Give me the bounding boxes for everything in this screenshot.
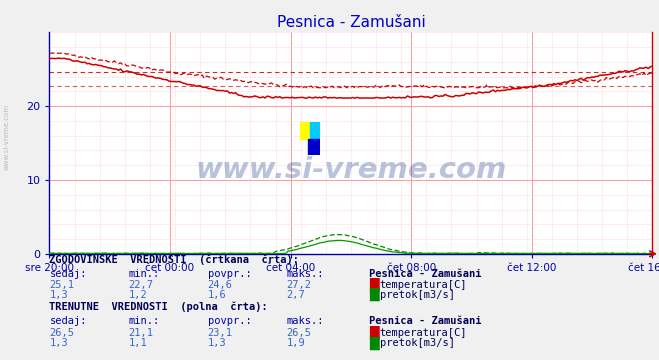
Text: 1,3: 1,3 xyxy=(208,338,226,348)
Text: sedaj:: sedaj: xyxy=(49,269,87,279)
Text: min.:: min.: xyxy=(129,269,159,279)
Bar xyxy=(300,122,310,139)
Text: Pesnica - Zamušani: Pesnica - Zamušani xyxy=(369,316,482,326)
Text: 23,1: 23,1 xyxy=(208,328,233,338)
Text: TRENUTNE  VREDNOSTI  (polna  črta):: TRENUTNE VREDNOSTI (polna črta): xyxy=(49,301,268,312)
Text: maks.:: maks.: xyxy=(287,269,324,279)
Text: 1,6: 1,6 xyxy=(208,290,226,300)
Text: 26,5: 26,5 xyxy=(49,328,74,338)
Text: Pesnica - Zamušani: Pesnica - Zamušani xyxy=(369,269,482,279)
Text: www.si-vreme.com: www.si-vreme.com xyxy=(195,156,507,184)
Text: █: █ xyxy=(369,288,379,301)
Text: temperatura[C]: temperatura[C] xyxy=(380,280,467,290)
Text: 26,5: 26,5 xyxy=(287,328,312,338)
Text: 24,6: 24,6 xyxy=(208,280,233,290)
Text: 21,1: 21,1 xyxy=(129,328,154,338)
Text: sedaj:: sedaj: xyxy=(49,316,87,326)
Text: 27,2: 27,2 xyxy=(287,280,312,290)
Text: 22,7: 22,7 xyxy=(129,280,154,290)
Text: █: █ xyxy=(369,325,379,339)
Text: 1,3: 1,3 xyxy=(49,290,68,300)
Text: ZGODOVINSKE  VREDNOSTI  (črtkana  črta):: ZGODOVINSKE VREDNOSTI (črtkana črta): xyxy=(49,254,299,265)
Title: Pesnica - Zamušani: Pesnica - Zamušani xyxy=(277,15,425,30)
Text: temperatura[C]: temperatura[C] xyxy=(380,328,467,338)
Text: 25,1: 25,1 xyxy=(49,280,74,290)
Bar xyxy=(310,122,320,139)
Bar xyxy=(308,139,320,155)
Text: www.si-vreme.com: www.si-vreme.com xyxy=(3,104,10,170)
Text: 1,9: 1,9 xyxy=(287,338,305,348)
Text: 1,1: 1,1 xyxy=(129,338,147,348)
Text: 1,2: 1,2 xyxy=(129,290,147,300)
Text: █: █ xyxy=(369,336,379,350)
Text: povpr.:: povpr.: xyxy=(208,316,251,326)
Text: 1,3: 1,3 xyxy=(49,338,68,348)
Text: maks.:: maks.: xyxy=(287,316,324,326)
Text: min.:: min.: xyxy=(129,316,159,326)
Text: 2,7: 2,7 xyxy=(287,290,305,300)
Text: povpr.:: povpr.: xyxy=(208,269,251,279)
Text: pretok[m3/s]: pretok[m3/s] xyxy=(380,338,455,348)
Text: pretok[m3/s]: pretok[m3/s] xyxy=(380,290,455,300)
Text: █: █ xyxy=(369,278,379,291)
